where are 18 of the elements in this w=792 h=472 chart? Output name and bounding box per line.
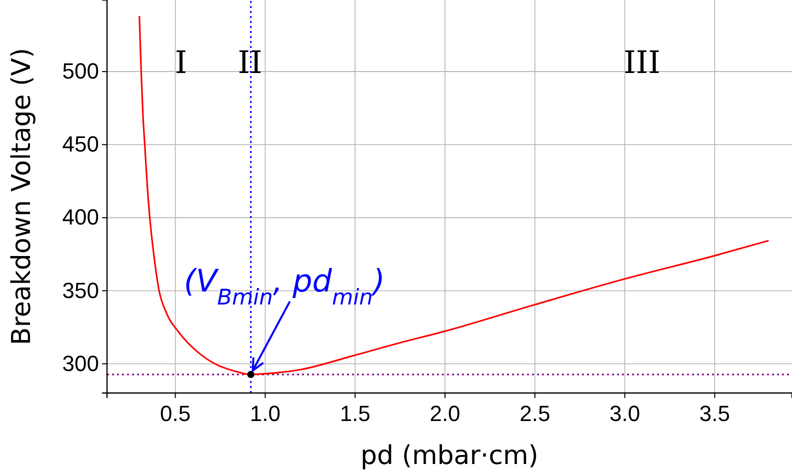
x-tick-label: 1.5 <box>340 400 370 426</box>
x-tick-label: 3.0 <box>610 400 640 426</box>
y-tick-label: 400 <box>62 204 99 230</box>
x-tick-label: 2.5 <box>520 400 550 426</box>
annotation: (V$_{Bmin}$, pd$_{min}$) <box>184 263 386 310</box>
y-tick-label: 500 <box>62 58 99 84</box>
x-tick-label: 1.0 <box>250 400 281 426</box>
y-tick-label: 350 <box>62 278 99 303</box>
annotation: II <box>238 45 262 81</box>
y-tick-label: 450 <box>62 132 99 157</box>
annotation: I <box>174 45 188 81</box>
y-axis-title: Breakdown Voltage (V) <box>7 48 37 346</box>
annotation: III <box>624 45 660 81</box>
x-tick-label: 0.5 <box>160 400 191 426</box>
x-axis-title: pd (mbar·cm) <box>360 441 538 471</box>
x-tick-label: 2.0 <box>430 400 460 426</box>
x-tick-label: 3.5 <box>699 400 730 426</box>
y-tick-label: 300 <box>62 350 99 376</box>
